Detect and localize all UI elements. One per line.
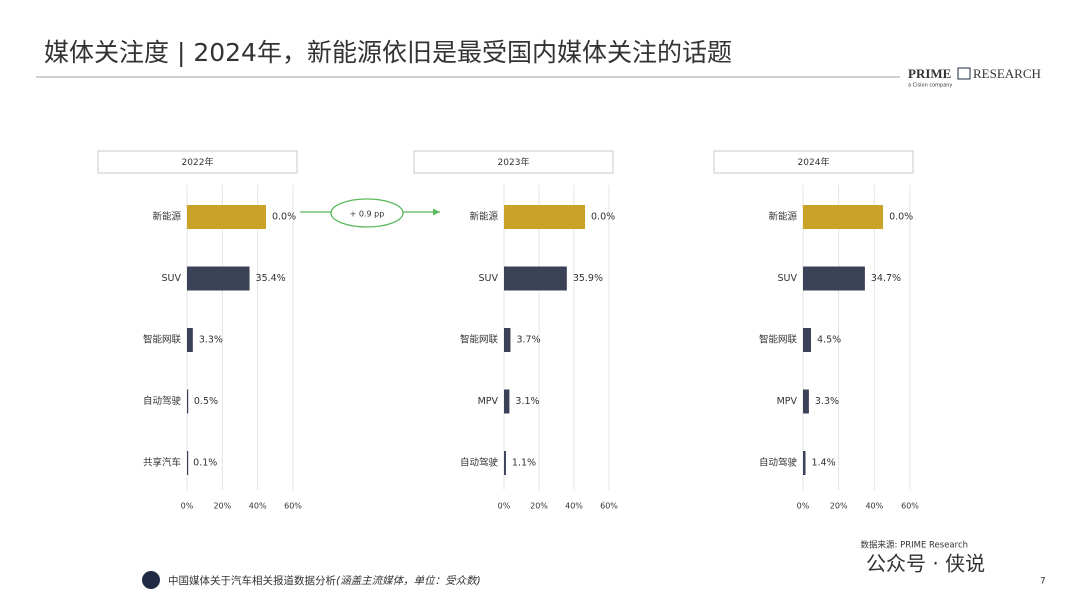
bar-label: 34.7% <box>871 273 901 284</box>
logo-sub: a Cision company <box>908 83 952 89</box>
page-number: 7 <box>1040 577 1046 587</box>
category-label: SUV <box>778 273 798 284</box>
bar <box>803 389 809 414</box>
chart-title: 2024年 <box>798 156 830 168</box>
category-label: 新能源 <box>469 211 498 223</box>
category-label: 自动驾驶 <box>759 457 798 469</box>
category-label: 新能源 <box>768 211 797 223</box>
bar <box>504 451 506 475</box>
bar <box>803 328 812 352</box>
bar-label: 35.9% <box>573 273 603 284</box>
x-tick-label: 40% <box>565 502 583 511</box>
x-tick-label: 0% <box>498 502 511 511</box>
x-tick-label: 40% <box>865 502 883 511</box>
bar <box>504 389 510 414</box>
bar-label: 3.1% <box>515 396 539 407</box>
bar-label: 4.5% <box>817 335 841 346</box>
annotation: + 0.9 pp <box>350 210 385 219</box>
category-label: 智能网联 <box>460 334 499 346</box>
bar <box>803 266 865 291</box>
footer-icon <box>142 571 160 589</box>
bar-label: 0.1% <box>193 458 217 469</box>
bar-label: 3.3% <box>199 335 223 346</box>
arrow-head <box>433 208 440 216</box>
x-tick-label: 60% <box>284 502 302 511</box>
logo-name2: RESEARCH <box>973 66 1041 81</box>
chart-title: 2023年 <box>498 156 530 168</box>
x-tick-label: 0% <box>181 502 194 511</box>
source: 数据来源: PRIME Research <box>861 540 969 551</box>
bar-label: 3.3% <box>815 396 839 407</box>
bar <box>187 451 189 475</box>
category-label: 智能网联 <box>143 334 182 346</box>
bar-label: 1.1% <box>512 458 536 469</box>
bar <box>187 328 193 352</box>
chart-title: 2022年 <box>182 156 214 168</box>
bar-label: 0.0% <box>591 212 615 223</box>
bar <box>187 266 250 291</box>
bar-label: 35.4% <box>256 273 286 284</box>
bar <box>504 328 511 352</box>
chart-header <box>713 150 914 174</box>
watermark: 公众号 · 侠说 <box>866 552 985 576</box>
chart-header <box>413 150 614 174</box>
bar <box>504 266 567 291</box>
category-label: MPV <box>777 396 798 407</box>
footer-text: 中国媒体关于汽车相关报道数据分析(涵盖主流媒体，单位：受众数) <box>168 574 481 587</box>
logo-icon <box>957 67 971 80</box>
chart-header <box>97 150 298 174</box>
bar-label: 1.4% <box>811 458 835 469</box>
category-label: 智能网联 <box>759 334 798 346</box>
x-tick-label: 20% <box>530 502 548 511</box>
category-label: 自动驾驶 <box>460 457 499 469</box>
bar-label: 0.0% <box>889 212 913 223</box>
category-label: SUV <box>479 273 499 284</box>
x-tick-label: 60% <box>901 502 919 511</box>
bar-label: 0.5% <box>194 396 218 407</box>
x-tick-label: 0% <box>797 502 810 511</box>
category-label: MPV <box>478 396 499 407</box>
category-label: 共享汽车 <box>143 457 181 469</box>
bar <box>803 451 806 475</box>
category-label: SUV <box>162 273 182 284</box>
logo-name: PRIME <box>908 66 951 81</box>
bar <box>803 205 884 229</box>
slide-title: 媒体关注度 | 2024年，新能源依旧是最受国内媒体关注的话题 <box>44 38 732 67</box>
x-tick-label: 20% <box>830 502 848 511</box>
footer-main: 中国媒体关于汽车相关报道数据分析 <box>168 574 336 587</box>
bar-label: 0.0% <box>272 212 296 223</box>
x-tick-label: 40% <box>249 502 267 511</box>
annotation-ellipse <box>330 198 404 228</box>
bar <box>187 205 266 229</box>
category-label: 新能源 <box>152 211 181 223</box>
bar <box>504 205 586 229</box>
category-label: 自动驾驶 <box>143 395 182 407</box>
bar <box>187 389 189 414</box>
footer-note: (涵盖主流媒体，单位：受众数) <box>336 575 481 587</box>
x-tick-label: 60% <box>600 502 618 511</box>
bar-label: 3.7% <box>516 335 540 346</box>
x-tick-label: 20% <box>213 502 231 511</box>
